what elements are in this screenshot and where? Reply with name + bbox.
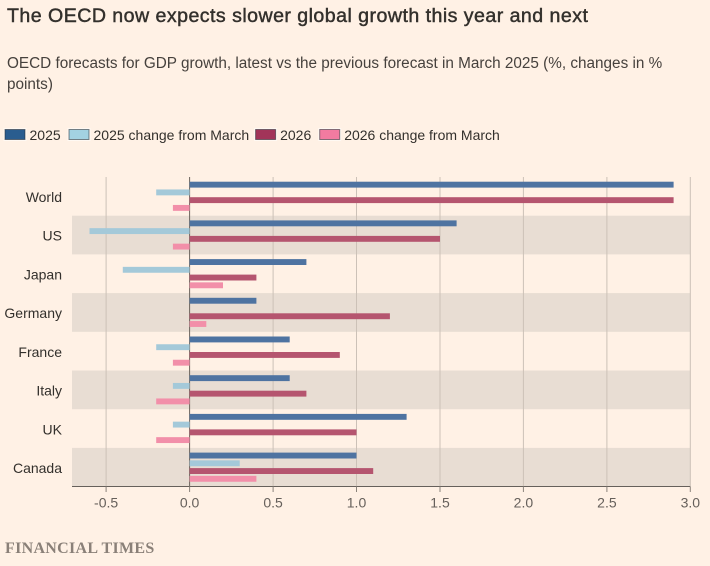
svg-text:1.5: 1.5 [430, 495, 450, 511]
svg-text:2026: 2026 [280, 127, 311, 143]
svg-text:Italy: Italy [36, 383, 62, 399]
svg-text:France: France [18, 344, 62, 360]
svg-text:1.0: 1.0 [347, 495, 367, 511]
svg-text:-0.5: -0.5 [94, 495, 118, 511]
svg-text:0.0: 0.0 [180, 495, 200, 511]
svg-text:Japan: Japan [24, 266, 62, 282]
svg-text:Germany: Germany [4, 305, 62, 321]
svg-text:2.0: 2.0 [514, 495, 534, 511]
svg-text:World: World [26, 189, 62, 205]
svg-text:3.0: 3.0 [681, 495, 701, 511]
svg-text:2.5: 2.5 [597, 495, 617, 511]
svg-text:2025: 2025 [30, 127, 61, 143]
svg-text:2026 change from March: 2026 change from March [344, 127, 500, 143]
svg-text:0.5: 0.5 [263, 495, 283, 511]
svg-text:UK: UK [43, 421, 63, 437]
svg-text:US: US [43, 228, 62, 244]
svg-text:Canada: Canada [13, 460, 62, 476]
svg-text:2025 change from March: 2025 change from March [94, 127, 250, 143]
